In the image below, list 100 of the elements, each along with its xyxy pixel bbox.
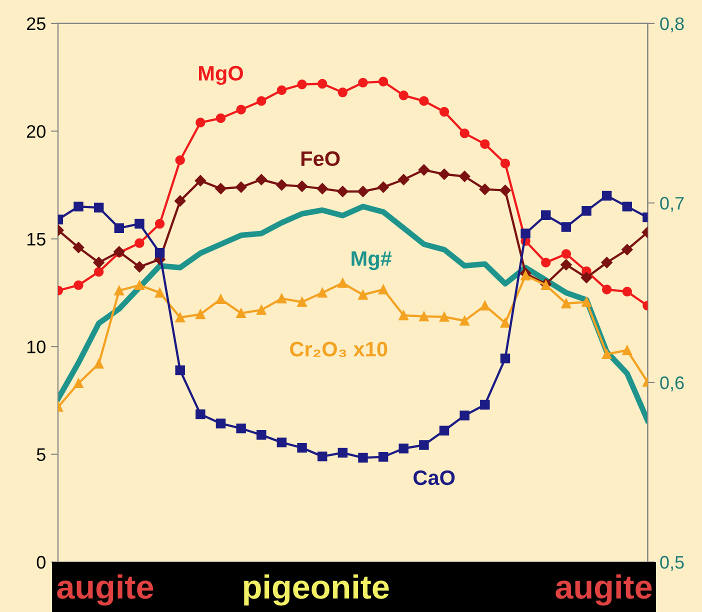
- point: [358, 78, 368, 88]
- point: [134, 280, 144, 290]
- point: [175, 155, 185, 166]
- point: [582, 297, 592, 307]
- series-label: CaO: [414, 470, 455, 486]
- point: [622, 286, 632, 297]
- point: [194, 175, 206, 186]
- text: augite: [556, 574, 652, 606]
- point: [236, 104, 246, 114]
- point: [276, 85, 287, 96]
- point: [175, 312, 185, 322]
- point: [500, 318, 510, 328]
- point: [622, 345, 632, 356]
- point: [338, 278, 348, 288]
- point: [500, 354, 510, 364]
- y-tick-label: 20: [27, 125, 46, 138]
- point: [93, 256, 104, 268]
- point: [337, 186, 348, 198]
- point: [602, 284, 612, 294]
- point: [175, 365, 185, 376]
- point: [358, 452, 368, 463]
- point: [622, 202, 632, 212]
- point: [622, 244, 633, 256]
- point: [378, 284, 388, 294]
- point: [561, 298, 572, 308]
- point: [74, 280, 84, 290]
- point: [154, 288, 165, 298]
- point: [114, 223, 124, 233]
- point: [94, 202, 104, 212]
- y-tick-label: 10: [27, 340, 46, 354]
- point: [520, 228, 530, 238]
- point: [317, 78, 328, 89]
- point: [601, 256, 612, 268]
- point: [196, 309, 206, 320]
- point: [378, 452, 388, 462]
- point: [235, 182, 247, 193]
- point: [317, 452, 328, 462]
- point: [338, 88, 348, 98]
- point: [398, 174, 410, 186]
- point: [196, 409, 206, 420]
- point: [419, 312, 429, 322]
- point: [216, 294, 226, 304]
- point: [297, 442, 307, 453]
- point: [500, 184, 511, 196]
- point: [134, 218, 144, 229]
- point: [338, 448, 348, 458]
- point: [480, 300, 490, 311]
- point: [561, 222, 572, 232]
- point: [460, 128, 470, 138]
- point: [196, 118, 206, 128]
- point: [216, 418, 226, 428]
- point: [72, 242, 84, 254]
- point: [460, 410, 470, 420]
- point: [256, 174, 267, 186]
- point: [256, 96, 266, 106]
- point: [439, 426, 450, 436]
- series-label: Mg#: [352, 251, 392, 270]
- y2-tick-label: 0,7: [660, 196, 684, 212]
- point: [74, 378, 84, 388]
- point: [378, 76, 388, 86]
- point: [114, 286, 124, 296]
- point: [134, 238, 144, 248]
- point: [438, 168, 450, 180]
- point: [419, 96, 429, 106]
- point: [439, 312, 450, 322]
- y2-tick-label: 0,6: [660, 376, 684, 392]
- point: [297, 297, 307, 307]
- point: [296, 180, 308, 192]
- y-tick-label: 25: [27, 17, 46, 30]
- y2-tick-label: 0,5: [660, 556, 684, 571]
- point: [94, 358, 104, 369]
- point: [134, 261, 146, 272]
- point: [74, 202, 84, 212]
- point: [215, 183, 226, 194]
- text: augite: [57, 574, 154, 606]
- point: [561, 249, 572, 259]
- point: [479, 184, 491, 195]
- point: [602, 349, 612, 359]
- point: [419, 440, 429, 450]
- point: [216, 113, 226, 124]
- series-label: MgO: [199, 66, 244, 85]
- point: [398, 90, 408, 100]
- point: [602, 190, 612, 201]
- point: [439, 106, 450, 117]
- point: [276, 294, 287, 304]
- y-tick-label: 15: [27, 232, 46, 246]
- point: [297, 80, 307, 90]
- point: [317, 288, 328, 298]
- point: [582, 206, 592, 216]
- point: [276, 179, 288, 191]
- point: [236, 308, 246, 318]
- point: [541, 258, 551, 268]
- point: [460, 316, 470, 326]
- point: [236, 424, 246, 434]
- point: [276, 438, 287, 448]
- point: [398, 310, 408, 320]
- y-tick-label: 5: [36, 448, 46, 462]
- point: [458, 170, 470, 182]
- point: [398, 444, 408, 454]
- point: [520, 270, 530, 280]
